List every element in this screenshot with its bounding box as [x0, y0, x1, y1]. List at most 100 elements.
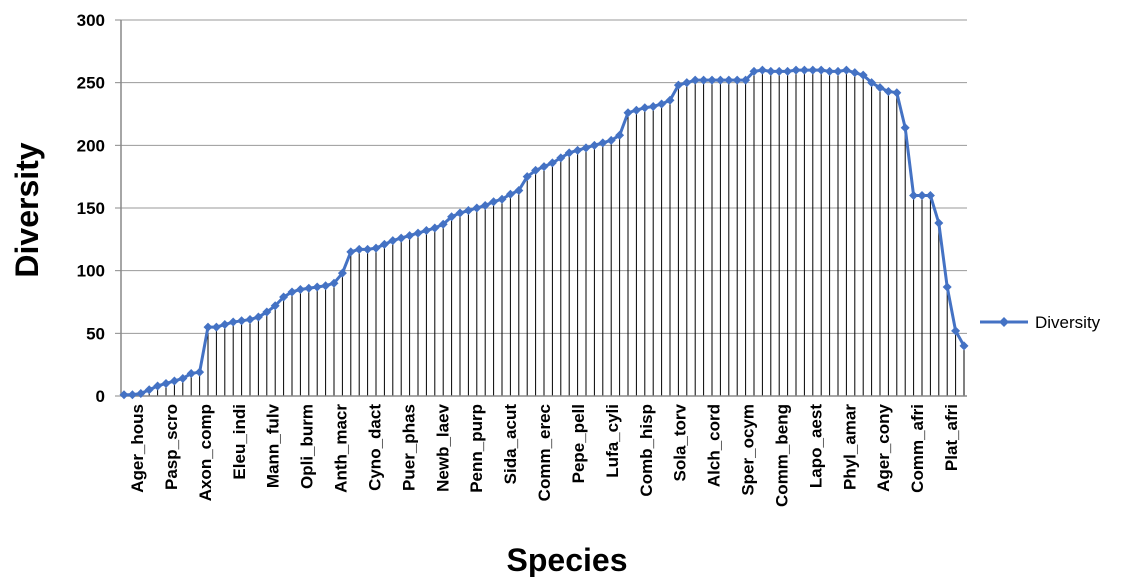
- data-point-marker: [783, 66, 793, 76]
- data-point-marker: [237, 316, 247, 326]
- data-point-marker: [346, 247, 356, 257]
- data-point-marker: [665, 95, 675, 105]
- data-point-marker: [858, 70, 868, 80]
- data-point-marker: [959, 341, 969, 351]
- data-point-marker: [589, 140, 599, 150]
- x-tick-label: Pepe_pell: [569, 404, 588, 483]
- data-point-marker: [136, 388, 146, 398]
- data-point-marker: [262, 307, 272, 317]
- x-tick-label: Lufa_cyli: [603, 404, 622, 478]
- data-point-marker: [329, 278, 339, 288]
- y-tick-label: 250: [77, 74, 105, 93]
- data-point-marker: [279, 292, 289, 302]
- data-point-marker: [581, 143, 591, 153]
- data-point-marker: [791, 65, 801, 75]
- data-point-marker: [396, 233, 406, 243]
- x-tick-label: Comm_afri: [908, 404, 927, 493]
- data-point-marker: [631, 105, 641, 115]
- drop-lines: [123, 70, 965, 396]
- data-point-marker: [379, 239, 389, 249]
- legend-marker: [999, 317, 1009, 327]
- data-point-marker: [909, 190, 919, 200]
- data-point-marker: [295, 284, 305, 294]
- data-point-marker: [430, 223, 440, 233]
- x-tick-label: Plat_afri: [942, 404, 961, 471]
- data-point-marker: [211, 322, 221, 332]
- data-point-marker: [245, 315, 255, 325]
- data-point-marker: [917, 190, 927, 200]
- data-point-marker: [153, 381, 163, 391]
- data-point-marker: [455, 208, 465, 218]
- data-point-marker: [438, 219, 448, 229]
- data-point-marker: [363, 244, 373, 254]
- y-tick-label: 200: [77, 136, 105, 155]
- data-point-marker: [883, 86, 893, 96]
- data-point-marker: [337, 268, 347, 278]
- x-tick-label: Comm_erec: [535, 404, 554, 501]
- data-point-marker: [186, 368, 196, 378]
- x-tick-label: Sper_ocym: [739, 404, 758, 496]
- data-point-marker: [951, 326, 961, 336]
- data-point-marker: [178, 373, 188, 383]
- data-point-marker: [850, 68, 860, 78]
- data-point-marker: [875, 83, 885, 93]
- x-tick-label: Sola_torv: [671, 403, 690, 481]
- data-point-marker: [833, 66, 843, 76]
- data-point-marker: [270, 301, 280, 311]
- data-point-marker: [539, 162, 549, 172]
- data-point-marker: [228, 317, 238, 327]
- x-tick-label: Alch_cord: [705, 404, 724, 487]
- x-tick-label: Newb_laev: [433, 403, 452, 491]
- data-point-marker: [489, 197, 499, 207]
- data-point-marker: [564, 148, 574, 158]
- x-tick-label: Lapo_aest: [806, 404, 825, 488]
- x-tick-label: Comm_beng: [772, 404, 791, 507]
- x-tick-label: Pasp_scro: [162, 404, 181, 490]
- data-point-marker: [799, 65, 809, 75]
- data-point-marker: [547, 158, 557, 168]
- data-point-marker: [640, 103, 650, 113]
- data-point-marker: [598, 138, 608, 148]
- x-tick-label: Puer_phas: [399, 404, 418, 491]
- data-point-marker: [119, 390, 129, 400]
- axes: [120, 20, 967, 397]
- data-point-marker: [673, 80, 683, 90]
- x-tick-label: Comb_hisp: [637, 404, 656, 497]
- data-point-marker: [480, 200, 490, 210]
- data-point-marker: [497, 194, 507, 204]
- data-point-marker: [699, 75, 709, 85]
- y-axis-title: Diversity: [9, 142, 45, 277]
- data-point-marker: [463, 206, 473, 216]
- x-tick-label: Sida_acut: [501, 404, 520, 485]
- data-point-marker: [892, 88, 902, 98]
- data-point-marker: [816, 65, 826, 75]
- data-point-marker: [900, 123, 910, 133]
- series-diversity: [119, 65, 969, 400]
- data-point-marker: [690, 75, 700, 85]
- legend-label: Diversity: [1035, 313, 1101, 332]
- data-point-marker: [841, 65, 851, 75]
- x-tick-label: Axon_comp: [196, 404, 215, 501]
- gridlines: [115, 19, 967, 397]
- data-point-marker: [421, 226, 431, 236]
- data-point-marker: [934, 218, 944, 228]
- data-point-marker: [505, 189, 515, 199]
- legend: Diversity: [980, 313, 1101, 332]
- x-tick-label: Mann_fulv: [264, 403, 283, 488]
- data-point-marker: [312, 282, 322, 292]
- data-point-marker: [707, 75, 717, 85]
- data-point-marker: [573, 145, 583, 155]
- y-tick-labels: 0 50 100 150 200 250 300: [77, 11, 105, 406]
- x-tick-label: Cyno_dact: [365, 404, 384, 491]
- x-tick-label: Penn_purp: [467, 404, 486, 493]
- data-point-marker: [371, 243, 381, 253]
- y-tick-label: 100: [77, 262, 105, 281]
- y-tick-label: 150: [77, 199, 105, 218]
- data-point-marker: [531, 165, 541, 175]
- data-point-marker: [867, 78, 877, 88]
- data-point-marker: [195, 367, 205, 377]
- data-point-marker: [623, 108, 633, 118]
- data-point-marker: [522, 172, 532, 182]
- data-point-marker: [321, 281, 331, 291]
- data-point-marker: [741, 75, 751, 85]
